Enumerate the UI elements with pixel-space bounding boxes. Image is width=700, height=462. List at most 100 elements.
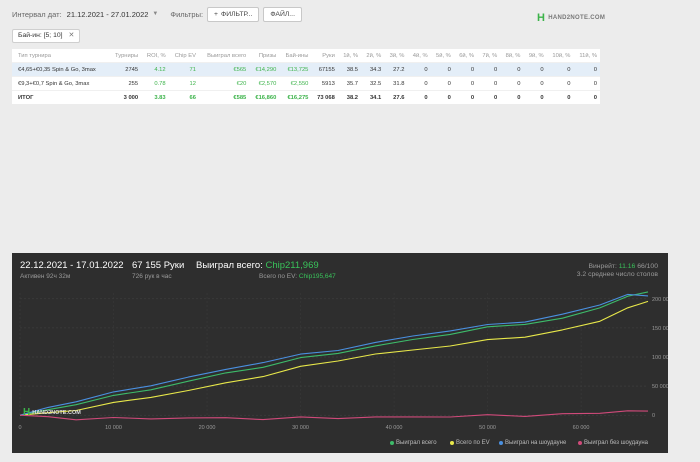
column-header[interactable]: 5й, % <box>436 52 451 59</box>
logo-icon: H <box>23 407 31 418</box>
x-tick-label: 60 000 <box>573 425 590 431</box>
table-cell: 38.2 <box>337 90 362 104</box>
table-cell: €14,290 <box>249 62 280 77</box>
table-cell: 32.5 <box>361 76 385 91</box>
x-tick-label: 20 000 <box>199 425 216 431</box>
column-header[interactable]: 8й, % <box>505 52 521 59</box>
table-cell: €565 <box>198 62 250 77</box>
legend-item-ev[interactable]: Всего по EV <box>450 440 490 446</box>
table-cell: 0 <box>523 90 547 104</box>
buyin-filter-chip[interactable]: Бай-ин: [5; 10] ✕ <box>12 29 81 43</box>
buyin-filter-label: Бай-ин: [5; 10] <box>18 32 63 39</box>
date-interval-label: Интервал дат: <box>12 9 62 19</box>
legend-item-no-showdown[interactable]: Выиграл без шоудауна <box>578 440 648 446</box>
column-header[interactable]: 9й, % <box>528 52 544 59</box>
column-header[interactable]: Призы <box>258 52 277 59</box>
hands-per-hour: 726 рук в час <box>132 273 172 280</box>
x-tick-label: 0 <box>18 425 21 431</box>
table-cell: 73 068 <box>311 90 338 104</box>
table-cell: 0 <box>477 62 501 77</box>
active-time: Активен 92ч 32м <box>20 273 71 280</box>
x-tick-label: 50 000 <box>479 425 496 431</box>
table-cell: 0 <box>477 76 501 91</box>
legend-dot <box>450 441 454 445</box>
table-cell: ИТОГ <box>12 90 109 104</box>
legend-dot <box>390 441 394 445</box>
column-header[interactable]: 7й, % <box>482 52 498 59</box>
table-cell: 3 000 <box>108 90 142 104</box>
legend-item-showdown[interactable]: Выиграл на шоудауне <box>499 440 566 446</box>
x-tick-label: 10 000 <box>105 425 122 431</box>
table-header-row: Тип турнира Турниры ROI, % Chip EV Выиграл в… <box>12 49 600 63</box>
table-cell: 67155 <box>311 62 338 77</box>
x-tick-label: 40 000 <box>386 425 403 431</box>
table-row[interactable]: €4,65+€0,35 Spin & Go, 3max 2745 4.12 71 €56… <box>12 62 600 77</box>
table-cell: 0 <box>453 90 478 104</box>
hands-count: 67 155 Руки <box>132 260 185 271</box>
table-cell: 66 <box>168 90 199 104</box>
table-cell: 0 <box>407 90 431 104</box>
column-header[interactable]: Руки <box>322 52 335 59</box>
table-cell: 27.6 <box>384 90 408 104</box>
table-cell: 255 <box>108 76 142 91</box>
logo-icon: H <box>537 12 546 24</box>
table-cell: 0 <box>430 90 454 104</box>
column-header[interactable]: 1й, % <box>343 52 359 59</box>
file-button[interactable]: ФАЙЛ... <box>263 6 302 22</box>
legend-dot <box>499 441 503 445</box>
table-cell: 34.1 <box>361 90 385 104</box>
table-cell: €4,65+€0,35 Spin & Go, 3max <box>12 62 109 77</box>
y-tick-label: 0 <box>652 413 655 419</box>
chevron-down-icon[interactable]: ▼ <box>152 11 159 17</box>
close-icon[interactable]: ✕ <box>68 32 75 39</box>
table-cell: 0 <box>546 76 574 91</box>
table-cell: 31.8 <box>384 76 408 91</box>
column-header[interactable]: Выиграл всего <box>207 52 247 59</box>
table-cell: 0 <box>477 90 501 104</box>
table-cell: €585 <box>198 90 250 104</box>
results-table: Тип турнира Турниры ROI, % Chip EV Выиграл в… <box>12 49 600 104</box>
table-cell: 0 <box>430 62 454 77</box>
table-cell: €20 <box>198 76 250 91</box>
date-interval-value[interactable]: 21.12.2021 - 27.01.2022 <box>66 9 149 19</box>
table-cell: 0 <box>407 62 431 77</box>
table-cell: 0 <box>573 76 600 91</box>
column-header[interactable]: Турниры <box>115 52 139 59</box>
table-total-row[interactable]: ИТОГ 3 000 3.83 66 €585 €16,860 €16,275 73 068 3… <box>12 90 600 104</box>
table-row[interactable]: €9,3+€0,7 Spin & Go, 3max 255 0.78 12 €20 €2,… <box>12 76 600 91</box>
table-cell: 3.83 <box>141 90 169 104</box>
column-header[interactable]: 6й, % <box>459 52 475 59</box>
legend-dot <box>578 441 582 445</box>
table-cell: 12 <box>168 76 199 91</box>
series-line <box>19 300 649 416</box>
column-header[interactable]: ROI, % <box>146 52 166 59</box>
table-cell: 0 <box>523 62 547 77</box>
table-cell: 0 <box>573 90 600 104</box>
series-line <box>19 291 649 416</box>
table-cell: 27.2 <box>384 62 408 77</box>
chart-plot: 0 50 000 100 000 150 000 200 000 0 10 000 20 00… <box>18 291 668 431</box>
hand2note-logo: H HAND2NOTE.COM <box>537 12 606 24</box>
column-header[interactable]: 10й, % <box>552 52 571 59</box>
table-cell: 0 <box>407 76 431 91</box>
table-cell: 34.3 <box>361 62 385 77</box>
column-header[interactable]: 11й, % <box>579 52 597 59</box>
table-cell: 4.12 <box>141 62 169 77</box>
filter-button[interactable]: + ФИЛЬТР... <box>207 6 260 22</box>
column-header[interactable]: 3й, % <box>389 52 405 59</box>
column-header[interactable]: 4й, % <box>412 52 428 59</box>
table-cell: 0 <box>523 76 547 91</box>
table-cell: 0 <box>430 76 454 91</box>
ev-total: Всего по EV: Chip195,647 <box>259 273 336 280</box>
filters-label: Фильтры: <box>170 9 204 19</box>
table-cell: €16,860 <box>249 90 280 104</box>
column-header[interactable]: Тип турнира <box>18 52 51 59</box>
table-cell: 0 <box>573 62 600 77</box>
legend-item-won[interactable]: Выиграл всего <box>390 440 437 446</box>
table-cell: 35.7 <box>337 76 362 91</box>
column-header[interactable]: 2й, % <box>366 52 382 59</box>
toolbar: Интервал дат: 21.12.2021 - 27.01.2022 ▼ … <box>0 0 700 28</box>
column-header[interactable]: Chip EV <box>174 52 196 59</box>
column-header[interactable]: Бай-ины <box>285 52 309 59</box>
chart-date-range: 22.12.2021 - 17.01.2022 <box>20 260 124 271</box>
